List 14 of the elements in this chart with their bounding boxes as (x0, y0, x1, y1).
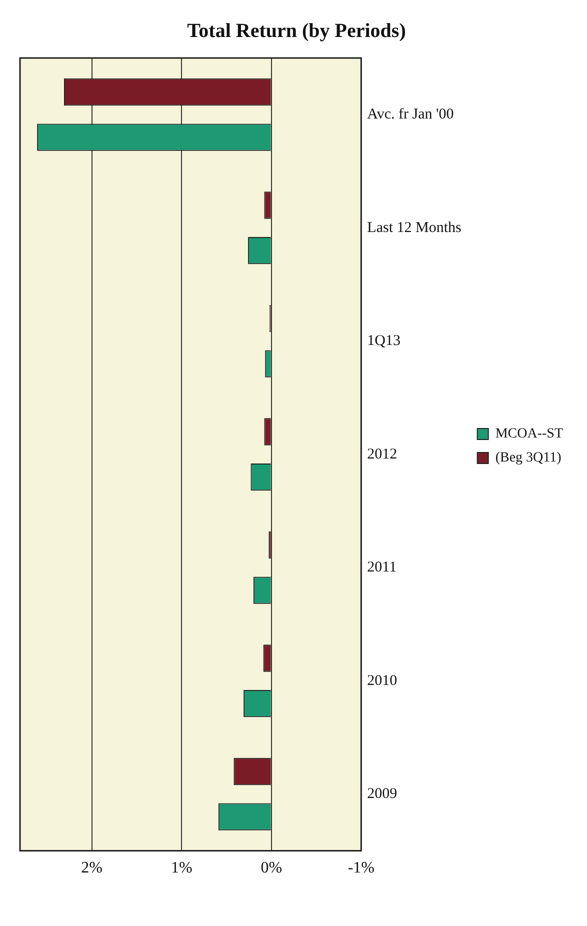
y-tick-label: 1Q13 (367, 333, 401, 350)
x-tick-label: 2% (81, 860, 102, 877)
x-tick-label: 0% (260, 860, 282, 877)
x-tick-label: 1% (170, 860, 192, 877)
legend-label: MCOA--ST (495, 426, 564, 442)
chart-title: Total Return (by Periods) (187, 20, 406, 42)
x-tick-label: -1% (348, 860, 374, 877)
y-tick-label: Last 12 Months (367, 220, 462, 236)
y-tick-label: 2011 (367, 560, 397, 576)
y-tick-label: 2010 (367, 672, 398, 689)
y-tick-label: Avc. fr Jan '00 (367, 106, 454, 123)
legend-label: (Beg 3Q11) (495, 450, 562, 466)
y-tick-label: 2012 (367, 446, 398, 462)
y-tick-label: 2009 (367, 786, 398, 802)
